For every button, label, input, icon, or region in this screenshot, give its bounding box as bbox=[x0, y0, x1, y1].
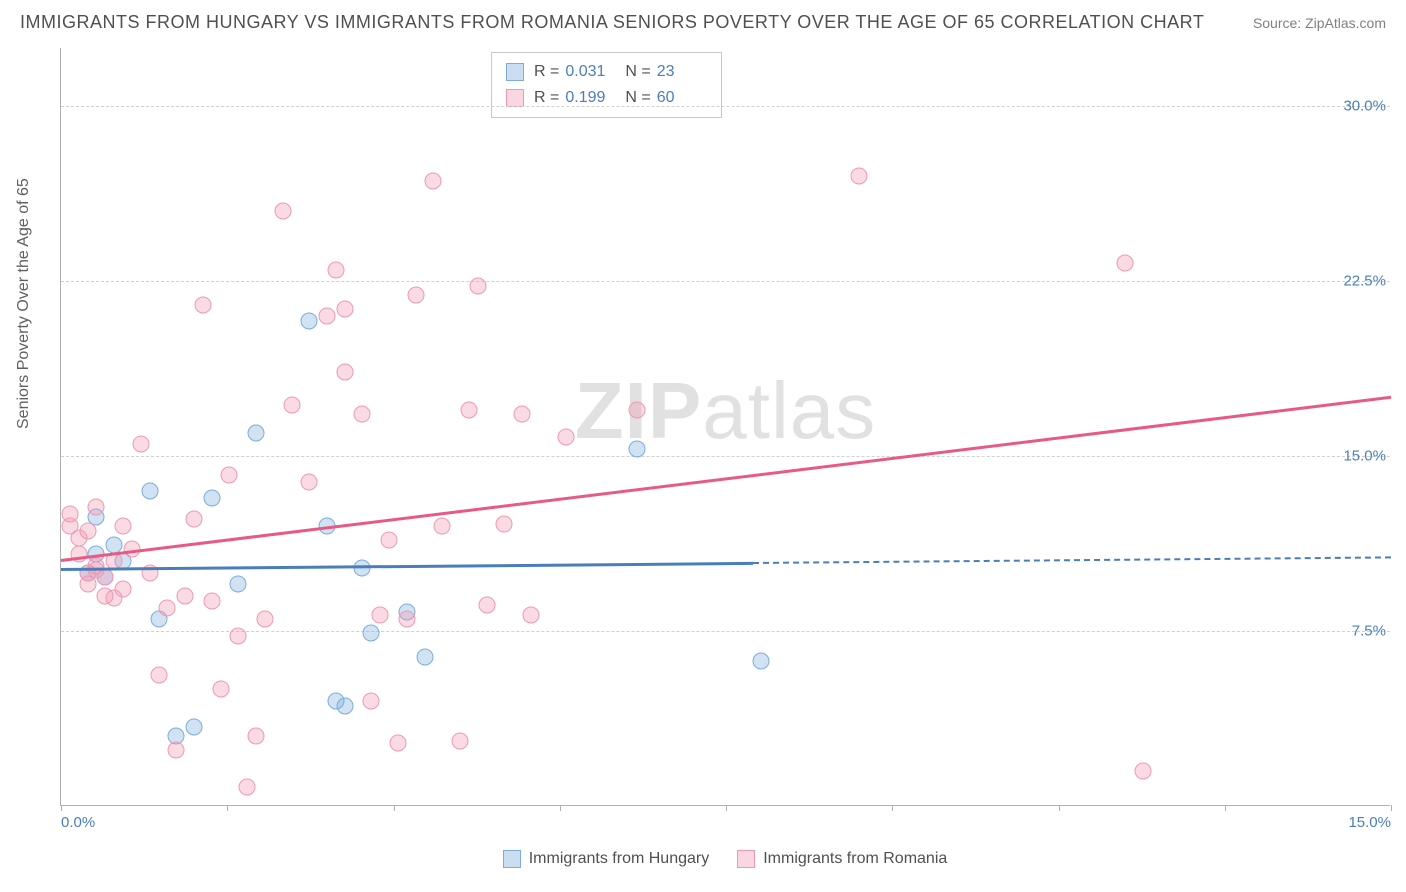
data-point bbox=[354, 560, 371, 577]
data-point bbox=[212, 681, 229, 698]
x-tick-label: 0.0% bbox=[61, 814, 95, 831]
data-point bbox=[629, 401, 646, 418]
data-point bbox=[319, 308, 336, 325]
data-point bbox=[1117, 254, 1134, 271]
x-tick bbox=[560, 805, 561, 811]
swatch-blue-icon bbox=[503, 850, 521, 868]
plot-area: ZIPatlas R = 0.031 N = 23 R = 0.199 N = … bbox=[60, 48, 1390, 806]
y-tick-label: 22.5% bbox=[1343, 273, 1392, 290]
data-point bbox=[194, 296, 211, 313]
data-point bbox=[203, 592, 220, 609]
data-point bbox=[354, 406, 371, 423]
swatch-pink-icon bbox=[737, 850, 755, 868]
x-tick bbox=[1225, 805, 1226, 811]
data-point bbox=[115, 581, 132, 598]
data-point bbox=[177, 588, 194, 605]
x-tick bbox=[726, 805, 727, 811]
correlation-scatter-chart: ZIPatlas R = 0.031 N = 23 R = 0.199 N = … bbox=[60, 48, 1390, 838]
data-point bbox=[452, 732, 469, 749]
n-value-hungary: 23 bbox=[657, 59, 707, 85]
data-point bbox=[88, 562, 105, 579]
trend-line-romania bbox=[61, 396, 1391, 562]
watermark-logo: ZIPatlas bbox=[575, 365, 876, 457]
y-tick-label: 30.0% bbox=[1343, 98, 1392, 115]
data-point bbox=[301, 312, 318, 329]
data-point bbox=[389, 735, 406, 752]
data-point bbox=[398, 611, 415, 628]
x-tick bbox=[1059, 805, 1060, 811]
y-axis-label: Seniors Poverty Over the Age of 65 bbox=[15, 178, 33, 429]
data-point bbox=[558, 429, 575, 446]
data-point bbox=[496, 515, 513, 532]
data-point bbox=[88, 499, 105, 516]
y-tick-label: 7.5% bbox=[1352, 623, 1392, 640]
data-point bbox=[301, 473, 318, 490]
data-point bbox=[327, 261, 344, 278]
gridline bbox=[61, 456, 1390, 457]
data-point bbox=[629, 441, 646, 458]
data-point bbox=[425, 172, 442, 189]
legend-item-hungary: Immigrants from Hungary bbox=[503, 850, 710, 868]
data-point bbox=[141, 483, 158, 500]
data-point bbox=[514, 406, 531, 423]
swatch-blue-icon bbox=[506, 63, 524, 81]
data-point bbox=[256, 611, 273, 628]
data-point bbox=[851, 168, 868, 185]
data-point bbox=[150, 667, 167, 684]
trend-line-hungary-solid bbox=[61, 562, 753, 571]
data-point bbox=[203, 490, 220, 507]
gridline bbox=[61, 106, 1390, 107]
data-point bbox=[186, 511, 203, 528]
stats-legend-box: R = 0.031 N = 23 R = 0.199 N = 60 bbox=[491, 52, 722, 118]
data-point bbox=[416, 648, 433, 665]
data-point bbox=[372, 606, 389, 623]
data-point bbox=[434, 518, 451, 535]
x-tick bbox=[1391, 805, 1392, 811]
swatch-pink-icon bbox=[506, 89, 524, 107]
gridline bbox=[61, 281, 1390, 282]
data-point bbox=[363, 625, 380, 642]
x-tick bbox=[394, 805, 395, 811]
data-point bbox=[230, 576, 247, 593]
data-point bbox=[753, 653, 770, 670]
x-tick bbox=[892, 805, 893, 811]
data-point bbox=[381, 532, 398, 549]
data-point bbox=[460, 401, 477, 418]
data-point bbox=[274, 203, 291, 220]
gridline bbox=[61, 631, 1390, 632]
data-point bbox=[115, 518, 132, 535]
chart-title: IMMIGRANTS FROM HUNGARY VS IMMIGRANTS FR… bbox=[20, 12, 1204, 33]
data-point bbox=[239, 779, 256, 796]
data-point bbox=[522, 606, 539, 623]
series-legend: Immigrants from Hungary Immigrants from … bbox=[60, 850, 1390, 868]
x-tick bbox=[61, 805, 62, 811]
stats-row-hungary: R = 0.031 N = 23 bbox=[506, 59, 707, 85]
source-attribution: Source: ZipAtlas.com bbox=[1253, 15, 1386, 31]
data-point bbox=[132, 436, 149, 453]
data-point bbox=[336, 364, 353, 381]
data-point bbox=[363, 693, 380, 710]
trend-line-hungary-dashed bbox=[753, 556, 1391, 564]
data-point bbox=[469, 277, 486, 294]
data-point bbox=[248, 424, 265, 441]
data-point bbox=[1134, 763, 1151, 780]
data-point bbox=[283, 396, 300, 413]
data-point bbox=[336, 697, 353, 714]
data-point bbox=[230, 627, 247, 644]
r-value-hungary: 0.031 bbox=[565, 59, 615, 85]
data-point bbox=[407, 287, 424, 304]
data-point bbox=[168, 742, 185, 759]
data-point bbox=[159, 599, 176, 616]
x-tick bbox=[227, 805, 228, 811]
data-point bbox=[221, 466, 238, 483]
legend-item-romania: Immigrants from Romania bbox=[737, 850, 947, 868]
data-point bbox=[248, 728, 265, 745]
data-point bbox=[186, 718, 203, 735]
data-point bbox=[79, 522, 96, 539]
data-point bbox=[336, 301, 353, 318]
data-point bbox=[478, 597, 495, 614]
y-tick-label: 15.0% bbox=[1343, 448, 1392, 465]
x-tick-label: 15.0% bbox=[1348, 814, 1391, 831]
